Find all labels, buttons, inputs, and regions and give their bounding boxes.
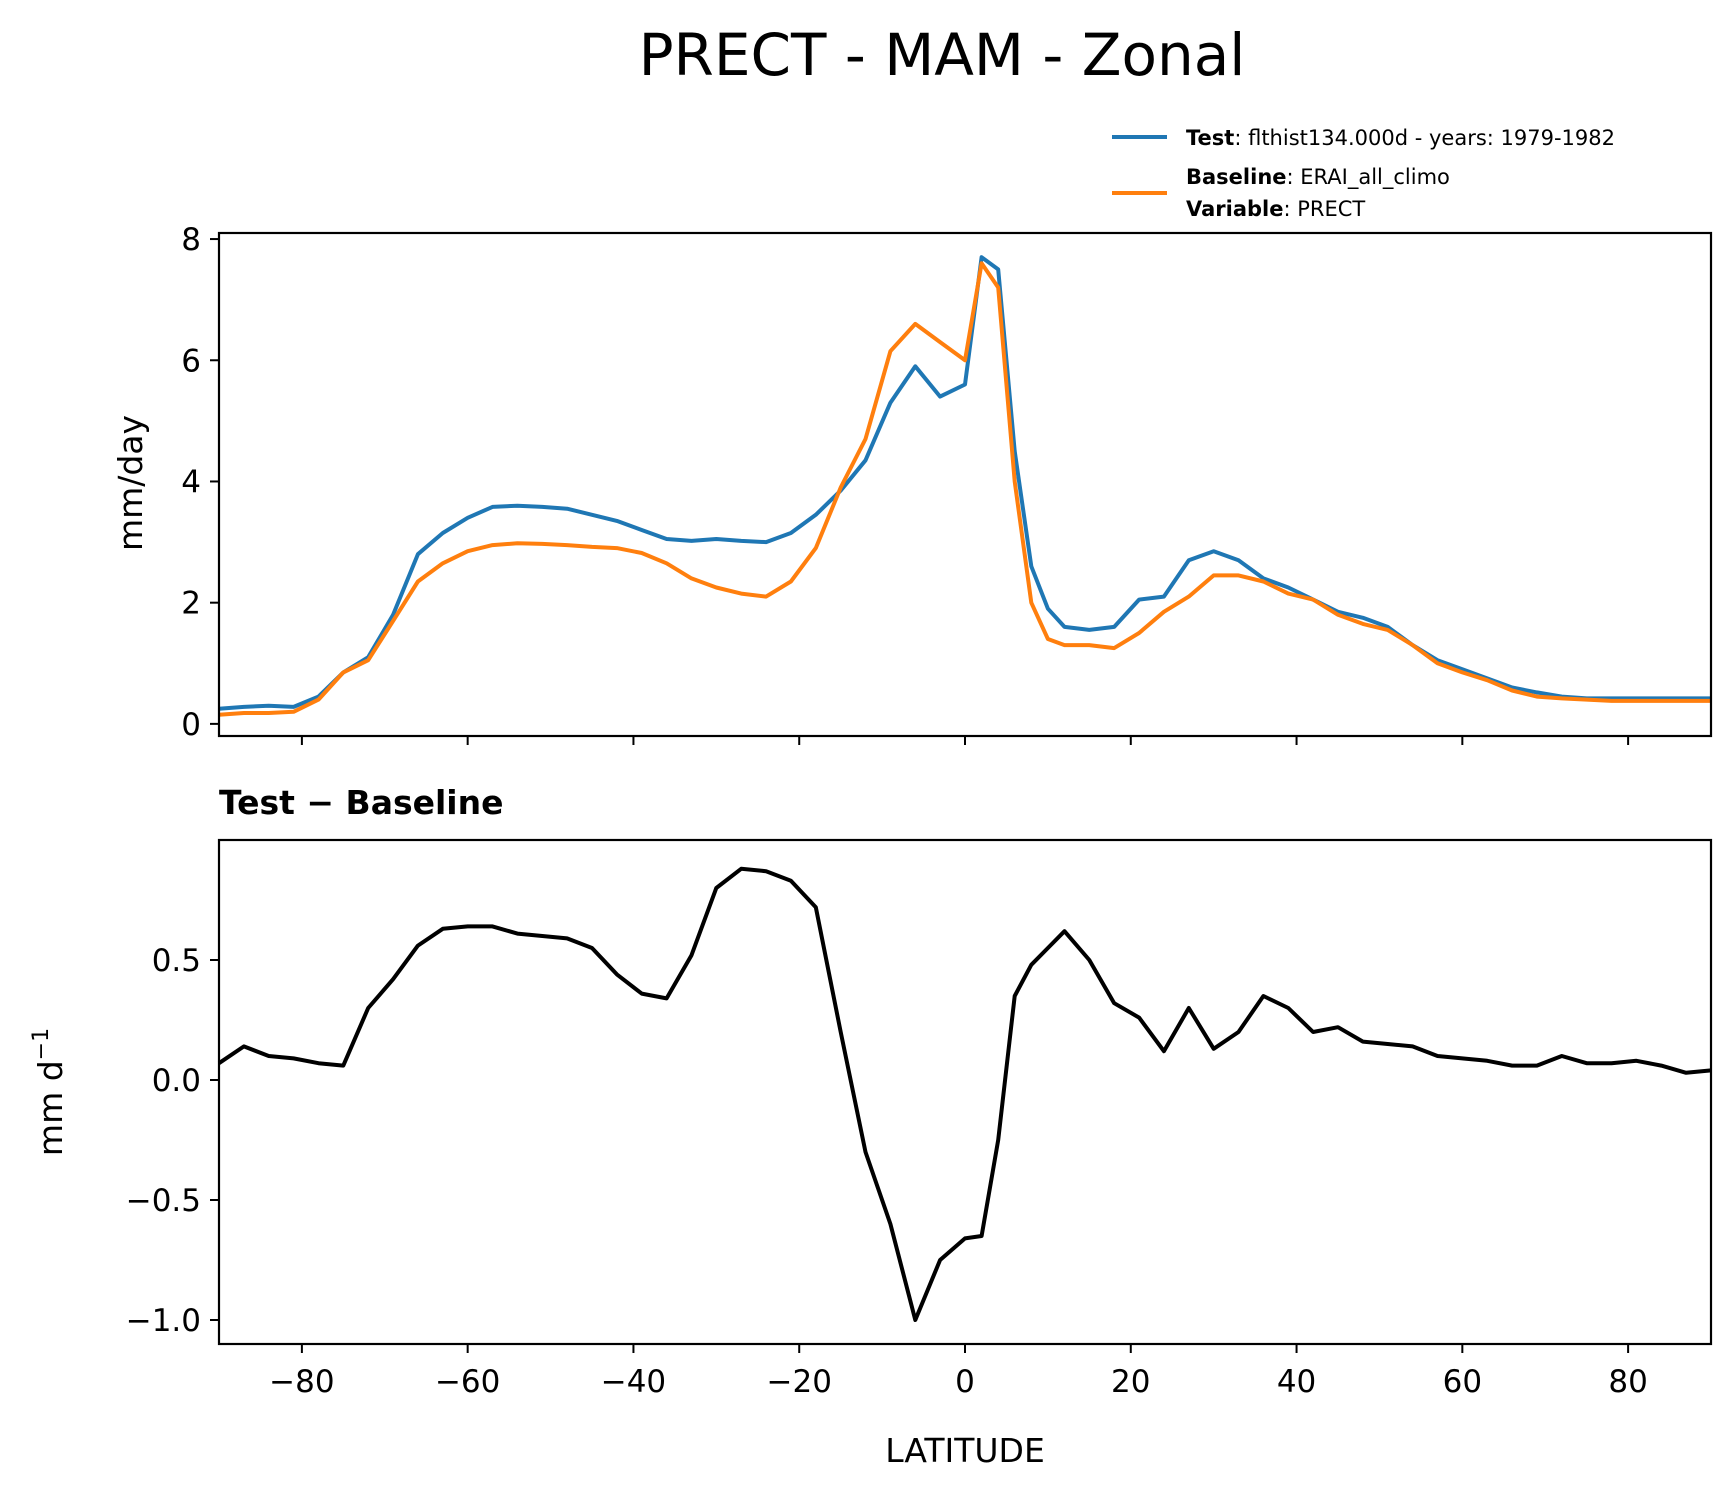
top-panel-xticks — [300, 736, 1630, 745]
bottom-xtick-label: −60 — [435, 1364, 500, 1400]
bottom-xtick-label: 0 — [955, 1364, 975, 1400]
top-series-test-line — [218, 255, 1711, 711]
legend-key-baseline: Baseline — [1186, 165, 1287, 189]
legend-entry-variable: Variable: PRECT — [1186, 197, 1365, 221]
top-panel-yticks: 0 2 4 6 8 — [181, 222, 219, 743]
bottom-panel-ylabel-main: mm d — [31, 1060, 70, 1156]
top-series-baseline-line — [218, 261, 1711, 717]
top-panel: mm/day 0 2 4 6 8 — [111, 222, 1713, 745]
top-panel-series — [218, 255, 1711, 717]
bottom-xtick-label: 80 — [1608, 1364, 1647, 1400]
bottom-panel-title: Test − Baseline — [219, 783, 504, 822]
top-ytick-label: 4 — [181, 464, 201, 500]
legend-key-test: Test — [1186, 126, 1234, 150]
bottom-series-difference-line — [217, 866, 1712, 1322]
legend-entry-baseline: Baseline: ERAI_all_climo — [1186, 165, 1450, 190]
bottom-panel-frame — [217, 838, 1713, 1346]
legend-entry-test: Test: flthist134.000d - years: 1979-1982 — [1186, 126, 1615, 150]
bottom-xtick-label: 20 — [1111, 1364, 1150, 1400]
legend-value-baseline: ERAI_all_climo — [1300, 165, 1450, 190]
figure-title: PRECT - MAM - Zonal — [639, 21, 1246, 89]
bottom-panel-xticks: −80 −60 −40 −20 0 20 40 60 80 — [269, 1344, 1648, 1400]
legend-value-test: flthist134.000d - years: 1979-1982 — [1248, 126, 1615, 150]
bottom-xtick-label: −40 — [601, 1364, 666, 1400]
top-panel-ylabel: mm/day — [111, 415, 150, 551]
legend-value-variable: PRECT — [1297, 197, 1365, 221]
bottom-xtick-label: −80 — [269, 1364, 334, 1400]
bottom-panel-yticks: −1.0 −0.5 0.0 0.5 — [126, 943, 219, 1339]
top-ytick-label: 8 — [181, 222, 201, 258]
legend: Test: flthist134.000d - years: 1979-1982… — [1112, 126, 1615, 221]
bottom-ytick-label: −1.0 — [126, 1303, 201, 1339]
legend-key-variable: Variable — [1186, 197, 1283, 221]
bottom-panel-xlabel: LATITUDE — [885, 1431, 1045, 1470]
bottom-ytick-label: 0.5 — [152, 943, 201, 979]
top-ytick-label: 0 — [181, 707, 201, 743]
bottom-panel-ylabel: mm d−1 — [29, 1028, 70, 1156]
bottom-xtick-label: 60 — [1443, 1364, 1482, 1400]
bottom-panel: Test − Baseline mm d−1 −1.0 −0.5 0.0 0.5 −8… — [29, 783, 1713, 1470]
top-panel-frame — [217, 231, 1713, 738]
bottom-panel-series — [217, 866, 1712, 1322]
bottom-panel-ylabel-sup: −1 — [29, 1028, 54, 1060]
bottom-ytick-label: −0.5 — [126, 1183, 201, 1219]
top-ytick-label: 6 — [181, 343, 201, 379]
bottom-xtick-label: 40 — [1277, 1364, 1316, 1400]
bottom-xtick-label: −20 — [767, 1364, 832, 1400]
bottom-ytick-label: 0.0 — [152, 1063, 201, 1099]
top-ytick-label: 2 — [181, 586, 201, 622]
